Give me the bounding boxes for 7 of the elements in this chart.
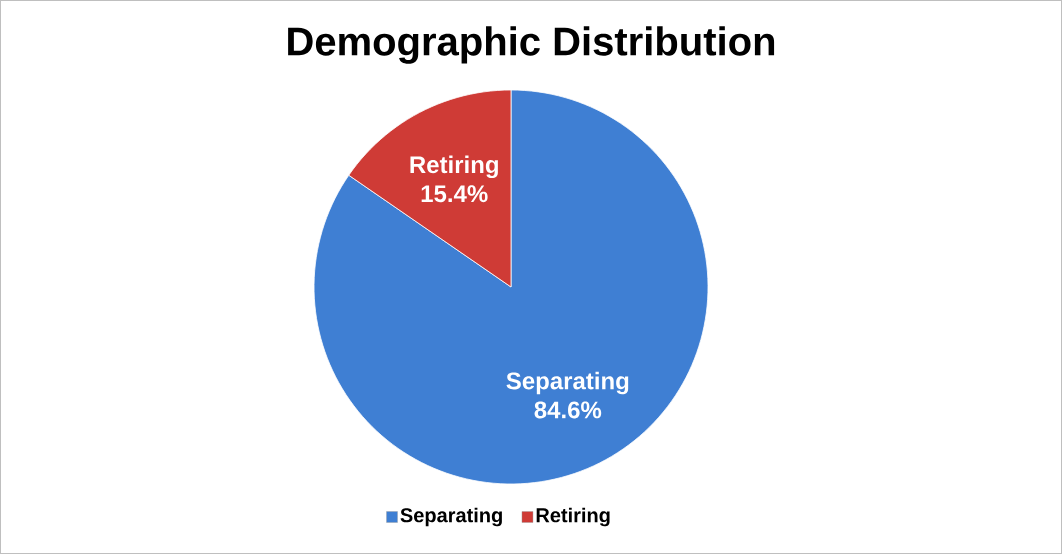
legend-label: Separating <box>400 507 502 527</box>
data-label: 15.4% <box>421 185 488 203</box>
chart-title: Demographic Distribution <box>288 26 775 64</box>
legend-label: Retiring <box>536 507 610 527</box>
data-label: 84.6% <box>534 401 602 419</box>
slice-label: Retiring <box>410 155 498 179</box>
slice-label: Separating <box>506 371 629 395</box>
